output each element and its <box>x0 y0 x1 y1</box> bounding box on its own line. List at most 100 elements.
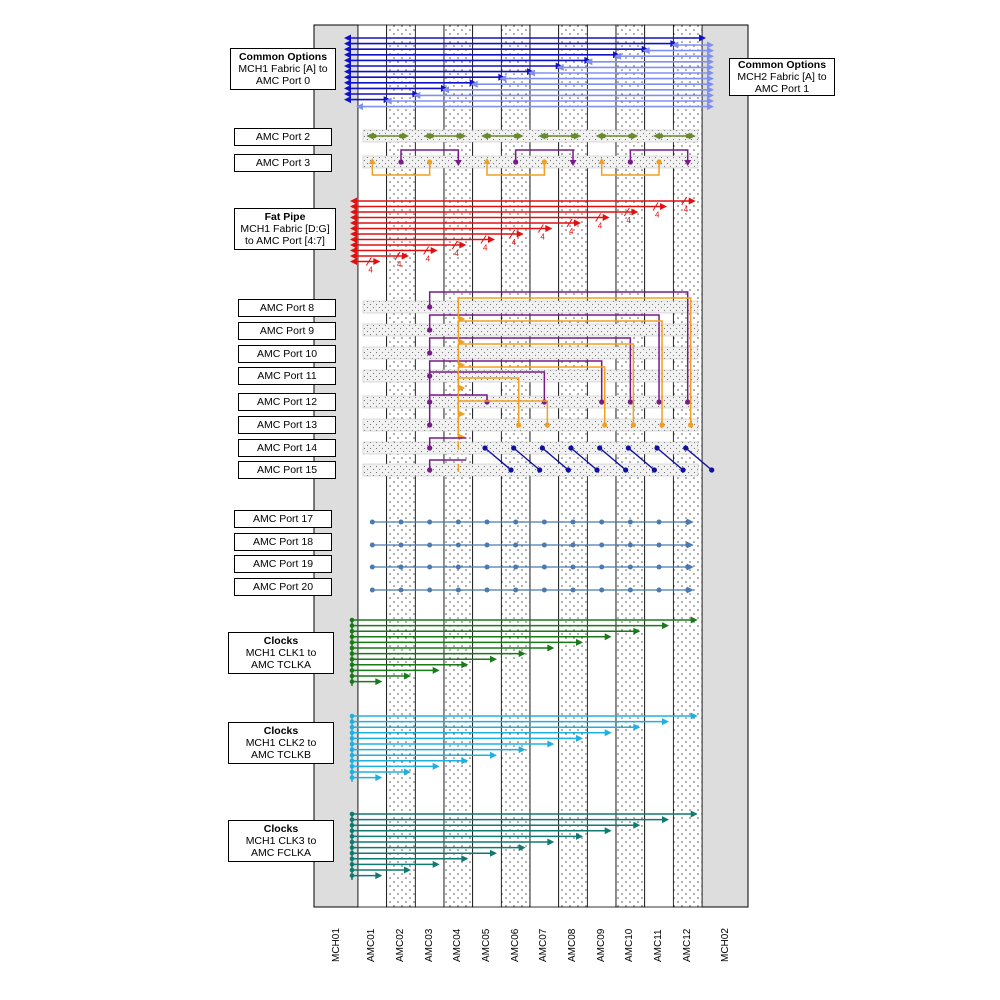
port17-20-arrow <box>686 541 694 549</box>
port17-20-dot <box>599 542 605 548</box>
port14-15-purple-dot <box>427 445 433 451</box>
clk1-dot <box>349 673 355 679</box>
port8-13-purple-end-dot <box>541 399 547 405</box>
clk3-dot <box>349 811 355 817</box>
fat-pipe-arrow-left <box>350 252 357 260</box>
mch2-fabric-a-arrow-right <box>707 69 714 77</box>
clk1-arrow <box>547 644 555 652</box>
port8-13-orange-link <box>457 400 549 437</box>
mch2-fabric-a-arrow-left <box>356 103 363 111</box>
port2-arrow <box>402 132 410 140</box>
port8-13-orange-end-dot <box>544 422 550 428</box>
port17-20-dot <box>541 564 547 570</box>
slot-label-amc07: AMC07 <box>538 928 550 962</box>
port-bands <box>362 129 699 477</box>
clk1-arrow <box>690 616 698 624</box>
clk2-dot <box>349 736 355 741</box>
port17-20-dot <box>513 519 519 525</box>
port17-20-dot <box>627 519 633 525</box>
port14-15-link <box>541 447 569 471</box>
mch1-fabric-a-arrow-right <box>699 34 707 42</box>
port3-orange-dot <box>427 159 433 165</box>
fat-pipe-bus-width-label: 4 <box>397 260 402 269</box>
port-band-p9 <box>362 323 699 337</box>
port8-13-orange-end-dot <box>602 422 608 428</box>
clk3-dot <box>349 856 355 862</box>
port14-15-dot <box>597 445 603 451</box>
clk3-arrow <box>375 872 383 880</box>
amc-port-14-label: AMC Port 14 <box>238 439 336 457</box>
mch2-fabric-a-arrow-left <box>614 52 622 60</box>
port8-13-purple-link <box>428 291 689 402</box>
clk3-arrow <box>633 821 641 829</box>
port8-13-purple-link <box>428 337 632 402</box>
port17-20-dot <box>484 542 490 548</box>
mch1-fabric-a-arrow-left <box>344 68 351 76</box>
port3-purple-arrow <box>454 160 462 166</box>
port17-20-dot <box>455 587 461 593</box>
port17-20-dot <box>656 519 662 525</box>
common-options-mch2-label: Common Options MCH2 Fabric [A] to AMC Port… <box>729 58 835 96</box>
port17-20-dot <box>427 519 433 525</box>
port17-20-dot <box>570 542 576 548</box>
clk1-arrow <box>404 672 412 680</box>
amc-port-17-label: AMC Port 17 <box>234 510 332 528</box>
port17-20-dot <box>513 542 519 548</box>
mch2-fabric-a-arrow-left <box>442 86 450 94</box>
port8-13-purple-end-dot <box>484 399 490 405</box>
port8-13-orange-end-dot <box>516 422 522 428</box>
port17-20-dot <box>570 587 576 593</box>
amc-port-13-label: AMC Port 13 <box>238 416 336 434</box>
clk2-dot <box>349 758 355 764</box>
port-band-p2 <box>362 129 699 143</box>
port17-20-dot <box>398 587 404 593</box>
port17-20-dot <box>398 519 404 525</box>
clk2-arrow <box>461 757 469 765</box>
port17-20-dot <box>656 542 662 548</box>
clk1-arrow <box>576 638 584 646</box>
fat-pipe-bus-slash <box>509 229 516 239</box>
port17-20-arrow <box>686 563 694 571</box>
amc-port-3-label: AMC Port 3 <box>234 154 332 172</box>
fat-pipe-bus-slash <box>681 196 688 206</box>
mch2-fabric-a-arrow-right <box>707 41 714 49</box>
port3-purple-dot <box>513 159 519 165</box>
clk1-arrow <box>490 655 498 663</box>
port17-20-dot <box>369 564 375 570</box>
port3-orange-dot <box>541 159 547 165</box>
port8-13-purple-end-dot <box>599 399 605 405</box>
mch1-fabric-a-arrow-left <box>344 84 351 92</box>
clk2-dot <box>349 747 355 752</box>
port8-13-orange-end-dot <box>688 422 694 428</box>
port14-15-dot <box>539 445 545 451</box>
port14-15-dot <box>594 467 600 473</box>
port14-15-dot <box>654 445 660 451</box>
fat-pipe-bus-slash <box>451 240 458 250</box>
port17-20-dot <box>541 519 547 525</box>
clk3-arrow <box>432 860 440 868</box>
clk1-dot <box>349 656 355 662</box>
amc-port-10-label: AMC Port 10 <box>238 345 336 363</box>
clk2-arrow <box>604 729 612 737</box>
clk1-dot <box>349 640 355 645</box>
port8-13-orange-link <box>457 343 635 425</box>
port17-20-dot <box>369 519 375 525</box>
clk1-arrow <box>604 633 612 641</box>
clk3-arrow <box>690 810 698 818</box>
clk1-dot <box>349 623 355 628</box>
fat-pipe-bus-width-label: 4 <box>655 211 660 220</box>
fat-pipe-bus-slash <box>623 207 630 217</box>
port-band-p8 <box>362 300 699 314</box>
clk1-dot <box>349 634 355 640</box>
common-options-mch1-label: Common Options MCH1 Fabric [A] to AMC Port… <box>230 48 336 90</box>
port17-20-dot <box>570 564 576 570</box>
clk3-arrow <box>547 838 555 846</box>
fat-pipe-bus-width-label: 4 <box>569 227 574 236</box>
port8-13-purple-link <box>428 360 603 402</box>
mch2-fabric-a-arrow-right <box>707 97 714 105</box>
port3-orange-link <box>600 162 660 176</box>
fat-pipe-arrow-left <box>350 219 357 227</box>
mch2-fabric-a-arrow-right <box>707 47 714 55</box>
port17-20-dot <box>427 564 433 570</box>
